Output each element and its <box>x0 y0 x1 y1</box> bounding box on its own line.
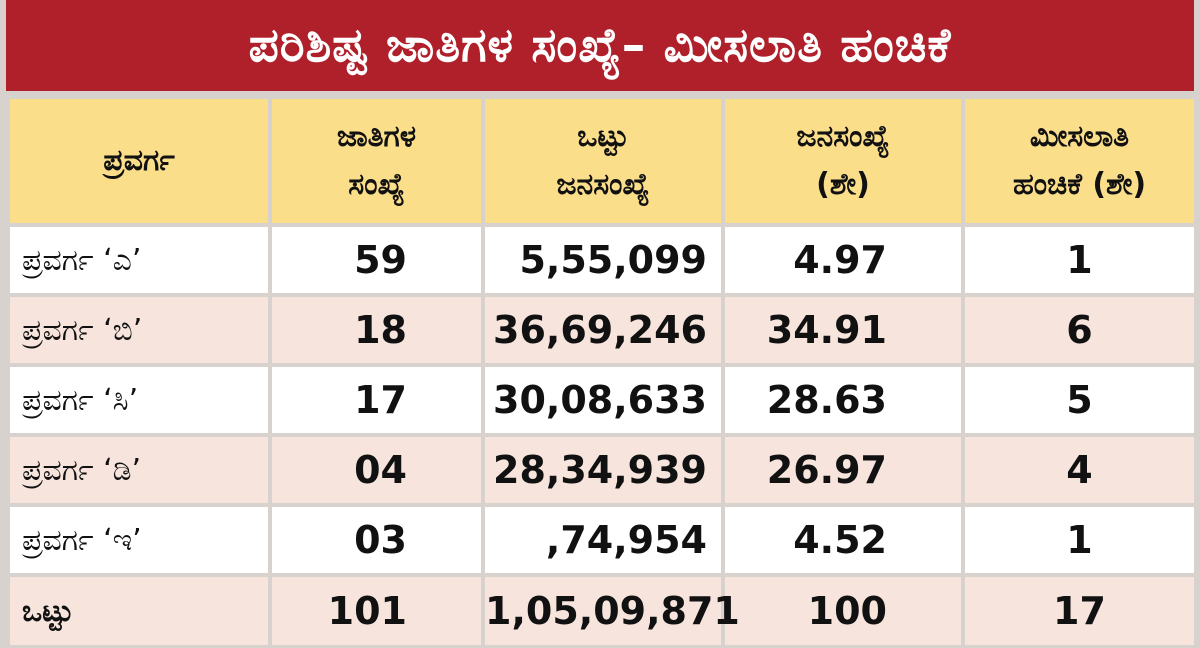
table-row: ಪ್ರವರ್ಗ ‘ಎ’ 59 5,55,099 4.97 1 <box>6 223 1198 297</box>
header-category: ಪ್ರವರ್ಗ <box>6 95 272 227</box>
row-caste-count: 17 <box>268 363 485 437</box>
total-label: ಒಟ್ಟು <box>6 573 272 648</box>
reservation-table: ಪ್ರವರ್ಗ ಜಾತಿಗಳ ಸಂಖ್ಯೆ ಒಟ್ಟು ಜನಸಂಖ್ಯೆ ಜನಸ… <box>6 95 1198 648</box>
total-caste-count: 101 <box>268 573 485 648</box>
header-caste-count-line-2: ಸಂಖ್ಯೆ <box>348 167 405 202</box>
row-caste-count: 59 <box>268 223 485 297</box>
table-header: ಪ್ರವರ್ಗ ಜಾತಿಗಳ ಸಂಖ್ಯೆ ಒಟ್ಟು ಜನಸಂಖ್ಯೆ ಜನಸ… <box>6 95 1198 227</box>
row-population-percent: 4.97 <box>721 223 965 297</box>
total-row: ಒಟ್ಟು 101 1,05,09,871 100 17 <box>6 573 1198 648</box>
table-row: ಪ್ರವರ್ಗ ‘ಇ’ 03 ,74,954 4.52 1 <box>6 503 1198 577</box>
header-total-population-line-1: ಒಟ್ಟು <box>577 119 629 154</box>
table-title: ಪರಿಶಿಷ್ಟ ಜಾತಿಗಳ ಸಂಖ್ಯೆ– ಮೀಸಲಾತಿ ಹಂಚಿಕೆ <box>6 0 1194 95</box>
row-total-population: 36,69,246 <box>481 293 725 367</box>
row-total-population: 5,55,099 <box>481 223 725 297</box>
table-title-text: ಪರಿಶಿಷ್ಟ ಜಾತಿಗಳ ಸಂಖ್ಯೆ– ಮೀಸಲಾತಿ ಹಂಚಿಕೆ <box>248 17 952 73</box>
row-reservation-share: 1 <box>961 223 1198 297</box>
header-reservation-share-line-1: ಮೀಸಲಾತಿ <box>1029 119 1130 154</box>
row-category: ಪ್ರವರ್ಗ ‘ಇ’ <box>6 503 272 577</box>
header-total-population-line-2: ಜನಸಂಖ್ಯೆ <box>556 167 650 202</box>
header-row: ಪ್ರವರ್ಗ ಜಾತಿಗಳ ಸಂಖ್ಯೆ ಒಟ್ಟು ಜನಸಂಖ್ಯೆ ಜನಸ… <box>6 95 1198 227</box>
row-reservation-share: 5 <box>961 363 1198 437</box>
header-population-percent-line-1: ಜನಸಂಖ್ಯೆ <box>796 119 890 154</box>
header-population-percent: ಜನಸಂಖ್ಯೆ (ಶೇ) <box>721 95 965 227</box>
row-population-percent: 26.97 <box>721 433 965 507</box>
row-reservation-share: 4 <box>961 433 1198 507</box>
table-body: ಪ್ರವರ್ಗ ‘ಎ’ 59 5,55,099 4.97 1 ಪ್ರವರ್ಗ ‘… <box>6 223 1198 648</box>
total-population: 1,05,09,871 <box>481 573 740 648</box>
header-population-percent-line-2: (ಶೇ) <box>816 167 870 202</box>
table-row: ಪ್ರವರ್ಗ ‘ಡಿ’ 04 28,34,939 26.97 4 <box>6 433 1198 507</box>
header-category-line-1: ಪ್ರವರ್ಗ <box>103 143 175 178</box>
header-caste-count: ಜಾತಿಗಳ ಸಂಖ್ಯೆ <box>268 95 485 227</box>
row-caste-count: 04 <box>268 433 485 507</box>
table-row: ಪ್ರವರ್ಗ ‘ಬಿ’ 18 36,69,246 34.91 6 <box>6 293 1198 367</box>
row-total-population: 30,08,633 <box>481 363 725 437</box>
row-category: ಪ್ರವರ್ಗ ‘ಡಿ’ <box>6 433 272 507</box>
header-caste-count-line-1: ಜಾತಿಗಳ <box>336 119 417 154</box>
row-caste-count: 18 <box>268 293 485 367</box>
row-category: ಪ್ರವರ್ಗ ‘ಬಿ’ <box>6 293 272 367</box>
row-reservation-share: 6 <box>961 293 1198 367</box>
header-reservation-share: ಮೀಸಲಾತಿ ಹಂಚಿಕೆ (ಶೇ) <box>961 95 1198 227</box>
row-population-percent: 4.52 <box>721 503 965 577</box>
table-row: ಪ್ರವರ್ಗ ‘ಸಿ’ 17 30,08,633 28.63 5 <box>6 363 1198 437</box>
row-total-population: ,74,954 <box>481 503 725 577</box>
total-population-percent: 100 <box>721 573 965 648</box>
row-reservation-share: 1 <box>961 503 1198 577</box>
row-population-percent: 28.63 <box>721 363 965 437</box>
header-total-population: ಒಟ್ಟು ಜನಸಂಖ್ಯೆ <box>481 95 725 227</box>
row-category: ಪ್ರವರ್ಗ ‘ಎ’ <box>6 223 272 297</box>
row-total-population: 28,34,939 <box>481 433 725 507</box>
row-caste-count: 03 <box>268 503 485 577</box>
total-reservation-share: 17 <box>961 573 1198 648</box>
header-reservation-share-line-2: ಹಂಚಿಕೆ (ಶೇ) <box>1012 167 1147 202</box>
row-category: ಪ್ರವರ್ಗ ‘ಸಿ’ <box>6 363 272 437</box>
row-population-percent: 34.91 <box>721 293 965 367</box>
